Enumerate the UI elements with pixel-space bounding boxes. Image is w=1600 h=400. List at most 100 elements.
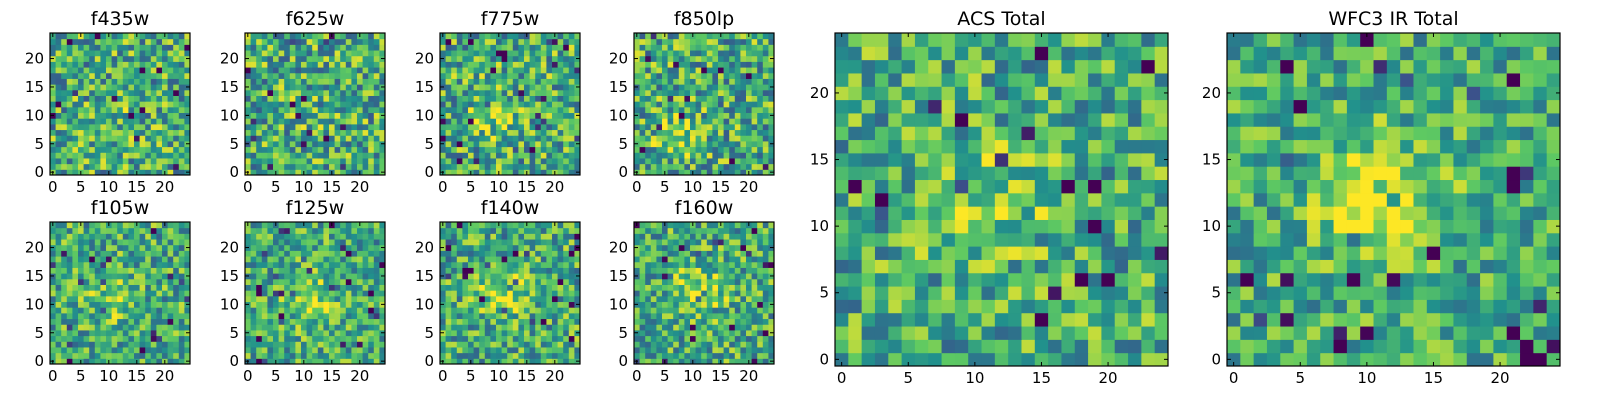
heatmap-cell bbox=[301, 146, 308, 153]
heatmap-cell bbox=[61, 101, 68, 108]
heatmap-cell bbox=[734, 295, 741, 303]
heatmap-cell bbox=[667, 118, 674, 125]
heatmap-cell bbox=[718, 290, 725, 297]
heatmap-cell bbox=[122, 233, 129, 240]
heatmap-cell bbox=[723, 335, 730, 342]
heatmap-cell bbox=[261, 101, 268, 108]
heatmap-cell bbox=[134, 318, 141, 325]
heatmap-cell bbox=[723, 95, 730, 102]
heatmap-cell bbox=[712, 55, 719, 62]
heatmap-cell bbox=[690, 278, 697, 285]
heatmap-cell bbox=[61, 244, 68, 251]
heatmap-cell bbox=[751, 346, 758, 354]
heatmap-cell bbox=[645, 112, 652, 119]
heatmap-cell bbox=[440, 256, 447, 263]
heatmap-cell bbox=[106, 146, 113, 153]
heatmap-cell bbox=[552, 301, 559, 308]
heatmap-cell bbox=[173, 38, 180, 45]
heatmap-cell bbox=[574, 89, 581, 96]
heatmap-cell bbox=[162, 256, 169, 263]
heatmap-cell bbox=[690, 284, 697, 291]
heatmap-cell bbox=[645, 335, 652, 342]
heatmap-cell bbox=[329, 55, 336, 62]
heatmap-cell bbox=[695, 50, 702, 57]
heatmap-cell bbox=[122, 307, 129, 314]
heatmap-cell bbox=[289, 267, 296, 274]
heatmap-cell bbox=[267, 256, 274, 263]
heatmap-cell bbox=[662, 89, 669, 96]
heatmap-cell bbox=[50, 250, 57, 257]
heatmap-cell bbox=[78, 157, 85, 165]
heatmap-cell bbox=[128, 169, 135, 176]
heatmap-cell bbox=[662, 78, 669, 85]
heatmap-cell bbox=[100, 352, 107, 359]
heatmap-cell bbox=[557, 250, 564, 257]
heatmap-cell bbox=[150, 78, 157, 85]
heatmap-cell bbox=[351, 78, 358, 85]
heatmap-cell bbox=[55, 146, 62, 153]
heatmap-cell bbox=[546, 250, 553, 257]
heatmap-cell bbox=[261, 307, 268, 314]
heatmap-cell bbox=[746, 123, 753, 131]
heatmap-cell bbox=[468, 140, 475, 148]
heatmap-cell bbox=[289, 123, 296, 131]
heatmap-cell bbox=[379, 157, 386, 165]
heatmap-cell bbox=[440, 335, 447, 342]
heatmap-cell bbox=[757, 50, 764, 57]
heatmap-cell bbox=[156, 44, 163, 51]
heatmap-cell bbox=[568, 106, 575, 114]
heatmap-cell bbox=[329, 72, 336, 79]
heatmap-cell bbox=[639, 129, 646, 136]
heatmap-cell bbox=[329, 250, 336, 257]
heatmap-cell bbox=[518, 140, 525, 148]
heatmap-cell bbox=[368, 101, 375, 108]
heatmap-cell bbox=[122, 346, 129, 354]
heatmap-cell bbox=[284, 329, 291, 337]
heatmap-cell bbox=[546, 324, 553, 331]
heatmap-cell bbox=[762, 33, 769, 40]
heatmap-cell bbox=[117, 95, 124, 102]
heatmap-cell bbox=[546, 106, 553, 114]
heatmap-cell bbox=[634, 61, 641, 68]
heatmap-cell bbox=[546, 135, 553, 142]
heatmap-cell bbox=[345, 346, 352, 354]
heatmap-cell bbox=[122, 250, 129, 257]
heatmap-cell bbox=[762, 106, 769, 114]
heatmap-cell bbox=[89, 101, 96, 108]
heatmap-cell bbox=[362, 267, 369, 274]
heatmap-cell bbox=[106, 50, 113, 57]
heatmap-cell bbox=[122, 106, 129, 114]
heatmap-cell bbox=[490, 50, 497, 57]
heatmap-cell bbox=[278, 261, 285, 268]
heatmap-cell bbox=[734, 169, 741, 176]
heatmap-cell bbox=[656, 123, 663, 131]
heatmap-cell bbox=[66, 157, 73, 165]
heatmap-cell bbox=[529, 72, 536, 79]
heatmap-cell bbox=[289, 335, 296, 342]
heatmap-cell bbox=[634, 135, 641, 142]
heatmap-cell bbox=[122, 72, 129, 79]
heatmap-cell bbox=[61, 346, 68, 354]
heatmap-cell bbox=[250, 78, 257, 85]
heatmap-cell bbox=[139, 312, 146, 320]
heatmap-cell bbox=[150, 267, 157, 274]
heatmap-cell bbox=[667, 101, 674, 108]
heatmap-cell bbox=[111, 163, 118, 170]
heatmap-cell bbox=[445, 227, 452, 234]
x-tick-label: 20 bbox=[350, 367, 369, 385]
heatmap-cell bbox=[122, 284, 129, 291]
heatmap-cell bbox=[345, 278, 352, 285]
heatmap-cell bbox=[134, 72, 141, 79]
heatmap-cell bbox=[178, 101, 185, 108]
heatmap-cell bbox=[128, 352, 135, 359]
heatmap-cell bbox=[250, 72, 257, 79]
heatmap-cell bbox=[156, 84, 163, 91]
heatmap-cell bbox=[563, 239, 570, 246]
y-tick-label: 15 bbox=[220, 267, 239, 285]
heatmap-cell bbox=[289, 324, 296, 331]
heatmap-cell bbox=[568, 140, 575, 148]
heatmap-cell bbox=[106, 335, 113, 342]
heatmap-cell bbox=[529, 163, 536, 170]
heatmap-cell bbox=[117, 101, 124, 108]
heatmap-cell bbox=[524, 101, 531, 108]
